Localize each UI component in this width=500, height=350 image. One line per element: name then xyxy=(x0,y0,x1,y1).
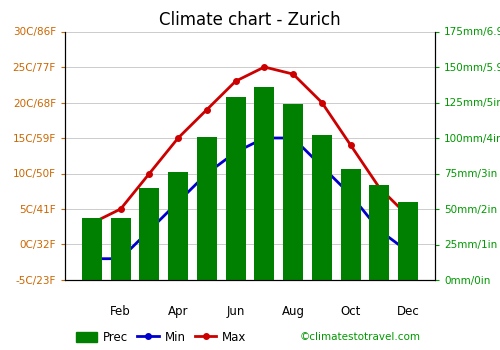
Bar xyxy=(370,185,390,280)
Bar xyxy=(226,97,246,280)
Bar xyxy=(140,188,160,280)
Text: ©climatestotravel.com: ©climatestotravel.com xyxy=(300,332,421,342)
Bar xyxy=(110,217,130,280)
Max xyxy=(376,186,382,190)
Bar xyxy=(340,169,360,280)
Text: Apr: Apr xyxy=(168,305,188,318)
Max xyxy=(204,107,210,112)
Line: Max: Max xyxy=(89,64,411,226)
Max xyxy=(262,65,268,69)
Max xyxy=(232,79,238,83)
Text: Oct: Oct xyxy=(340,305,361,318)
Min xyxy=(89,257,95,261)
Max xyxy=(175,136,181,140)
Bar xyxy=(168,172,188,280)
Min xyxy=(348,193,354,197)
Text: Jun: Jun xyxy=(226,305,245,318)
Max xyxy=(290,72,296,76)
Min xyxy=(118,257,124,261)
Max xyxy=(89,221,95,225)
Max xyxy=(319,100,325,105)
Min xyxy=(319,164,325,168)
Bar xyxy=(283,104,303,280)
Max xyxy=(146,172,152,176)
Bar xyxy=(398,202,418,280)
Min xyxy=(376,228,382,232)
Bar xyxy=(82,217,102,280)
Min xyxy=(262,136,268,140)
Legend: Prec, Min, Max: Prec, Min, Max xyxy=(71,326,251,349)
Min xyxy=(232,150,238,154)
Text: Dec: Dec xyxy=(396,305,419,318)
Min xyxy=(204,172,210,176)
Max xyxy=(348,143,354,147)
Min xyxy=(146,228,152,232)
Bar xyxy=(197,136,217,280)
Bar xyxy=(254,87,274,280)
Max xyxy=(405,214,411,218)
Min xyxy=(405,250,411,254)
Title: Climate chart - Zurich: Climate chart - Zurich xyxy=(159,10,341,29)
Max xyxy=(118,207,124,211)
Text: Feb: Feb xyxy=(110,305,131,318)
Min xyxy=(175,200,181,204)
Line: Min: Min xyxy=(89,135,411,261)
Min xyxy=(290,136,296,140)
Text: Aug: Aug xyxy=(282,305,304,318)
Bar xyxy=(312,135,332,280)
